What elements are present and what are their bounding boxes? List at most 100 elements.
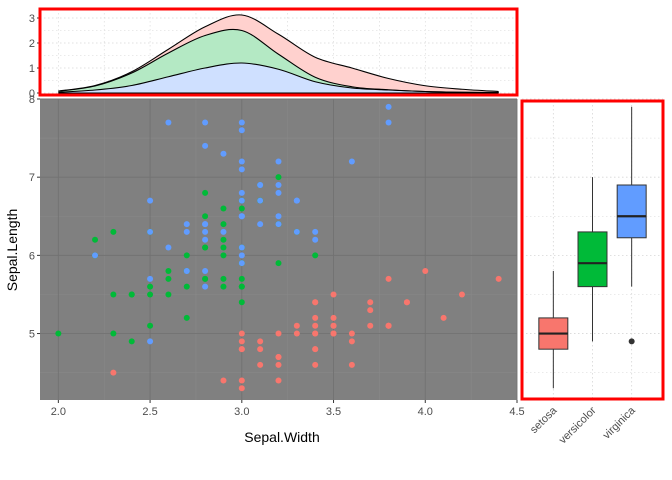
- point-virginica: [202, 283, 209, 290]
- x-tick-label: 2.0: [51, 406, 66, 418]
- box-x-tick-label: setosa: [528, 404, 560, 436]
- point-virginica: [220, 150, 227, 157]
- point-virginica: [220, 228, 227, 235]
- point-versicolor: [165, 268, 172, 274]
- point-virginica: [238, 158, 245, 165]
- point-setosa: [275, 361, 282, 368]
- point-versicolor: [220, 283, 227, 290]
- scatter-x-ticks: 2.0 2.5 3.0 3.5 4.0 4.5: [51, 400, 525, 418]
- point-setosa: [312, 314, 319, 321]
- density-y-tick-label: 0: [29, 88, 35, 100]
- point-virginica: [238, 244, 245, 251]
- point-versicolor: [238, 275, 245, 282]
- point-virginica: [275, 221, 282, 228]
- point-versicolor: [110, 291, 117, 298]
- density-outline-setosa: [58, 14, 499, 93]
- y-tick-label: 5: [29, 329, 35, 341]
- point-versicolor: [275, 260, 282, 267]
- point-versicolor: [110, 330, 117, 337]
- scatter-panel: 2.0 2.5 3.0 3.5 4.0 4.5 5 6 7 8 Sepal.Width Sepa…: [4, 94, 525, 445]
- point-virginica: [238, 252, 245, 259]
- point-virginica: [147, 275, 154, 282]
- point-versicolor: [183, 314, 190, 321]
- scatter-y-ticks: 5 6 7 8: [29, 94, 40, 341]
- point-setosa: [220, 377, 227, 384]
- point-versicolor: [55, 330, 62, 337]
- point-versicolor: [220, 236, 227, 243]
- density-outline-versicolor: [58, 28, 499, 94]
- point-versicolor: [202, 213, 209, 220]
- point-versicolor: [220, 252, 227, 259]
- point-setosa: [403, 299, 410, 306]
- point-versicolor: [312, 252, 319, 259]
- point-setosa: [495, 275, 502, 282]
- scatter-points: [55, 103, 502, 392]
- point-virginica: [165, 119, 172, 126]
- scatter-background: [40, 99, 517, 400]
- box-marks: [538, 106, 647, 389]
- point-virginica: [257, 182, 264, 188]
- point-versicolor: [220, 275, 227, 282]
- point-virginica: [293, 228, 300, 235]
- point-versicolor: [202, 275, 209, 282]
- density-panel: 0 1 2 3: [29, 7, 519, 100]
- point-setosa: [385, 322, 392, 329]
- point-virginica: [202, 142, 209, 149]
- point-setosa: [312, 346, 319, 353]
- point-virginica: [183, 221, 190, 228]
- point-virginica: [183, 268, 190, 274]
- point-virginica: [202, 221, 209, 228]
- point-virginica: [165, 244, 172, 251]
- point-versicolor: [183, 252, 190, 259]
- point-versicolor: [202, 189, 209, 196]
- point-setosa: [440, 314, 447, 321]
- density-area-virginica: [58, 62, 499, 93]
- point-virginica: [293, 197, 300, 204]
- point-virginica: [238, 213, 245, 220]
- point-virginica: [275, 189, 282, 196]
- point-setosa: [312, 322, 319, 329]
- y-tick-label: 7: [29, 172, 35, 184]
- point-setosa: [275, 354, 282, 360]
- point-setosa: [293, 322, 300, 329]
- point-virginica: [238, 260, 245, 267]
- point-virginica: [147, 197, 154, 204]
- x-tick-label: 2.5: [142, 406, 157, 418]
- point-setosa: [367, 307, 374, 314]
- point-setosa: [238, 330, 245, 337]
- box-x-tick-label: versicolor: [557, 404, 599, 446]
- point-versicolor: [275, 174, 282, 181]
- point-virginica: [147, 338, 154, 345]
- point-virginica: [147, 228, 154, 235]
- outlier-virginica: [628, 338, 635, 345]
- point-versicolor: [220, 221, 227, 228]
- y-tick-label: 6: [29, 250, 35, 262]
- point-setosa: [367, 322, 374, 329]
- point-setosa: [348, 338, 355, 345]
- x-axis-label: Sepal.Width: [244, 429, 319, 445]
- point-setosa: [385, 275, 392, 282]
- point-versicolor: [147, 291, 154, 298]
- point-setosa: [238, 338, 245, 345]
- point-setosa: [312, 361, 319, 368]
- point-virginica: [385, 119, 392, 126]
- box-x-tick-label: virginica: [601, 404, 639, 442]
- point-setosa: [348, 330, 355, 337]
- point-virginica: [202, 228, 209, 235]
- x-tick-label: 3.5: [326, 406, 341, 418]
- point-virginica: [202, 268, 209, 274]
- point-setosa: [422, 268, 429, 274]
- point-setosa: [275, 377, 282, 384]
- density-panel-border: [38, 7, 519, 97]
- point-versicolor: [110, 228, 117, 235]
- point-virginica: [275, 213, 282, 220]
- point-virginica: [238, 197, 245, 204]
- point-setosa: [330, 314, 337, 321]
- point-virginica: [202, 236, 209, 243]
- point-versicolor: [147, 283, 154, 290]
- point-setosa: [238, 377, 245, 384]
- point-setosa: [110, 369, 117, 376]
